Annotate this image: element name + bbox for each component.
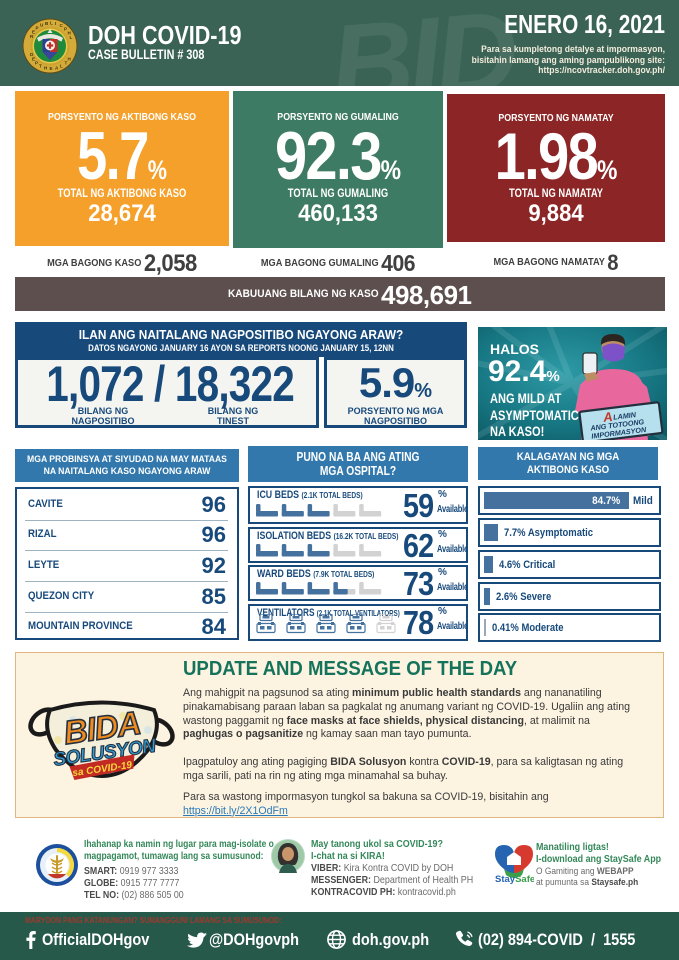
svg-text:U: U: [40, 23, 44, 28]
svg-text:B: B: [45, 21, 49, 26]
svg-text:T: T: [39, 64, 42, 69]
svg-text:LAMIN: LAMIN: [613, 410, 637, 422]
svg-text:H: H: [68, 31, 72, 36]
svg-text:A: A: [601, 409, 613, 425]
svg-text:R: R: [30, 34, 34, 39]
svg-text:H: H: [44, 66, 48, 71]
svg-text:D: D: [30, 52, 34, 57]
svg-text:H: H: [68, 57, 72, 62]
svg-text:L: L: [50, 20, 53, 25]
svg-text:E: E: [32, 30, 35, 35]
svg-text:T: T: [65, 61, 68, 66]
svg-text:StaySafe: StaySafe: [495, 874, 534, 885]
svg-text:A: A: [55, 66, 59, 71]
svg-text:L: L: [70, 35, 73, 40]
svg-text:L: L: [60, 64, 63, 69]
svg-text:E: E: [50, 66, 53, 71]
svg-text:E: E: [32, 57, 35, 62]
svg-text:P: P: [35, 61, 38, 66]
svg-text:I: I: [55, 21, 56, 26]
svg-text:P: P: [64, 27, 67, 32]
svg-text:P: P: [36, 26, 39, 31]
svg-text:C: C: [60, 23, 64, 28]
